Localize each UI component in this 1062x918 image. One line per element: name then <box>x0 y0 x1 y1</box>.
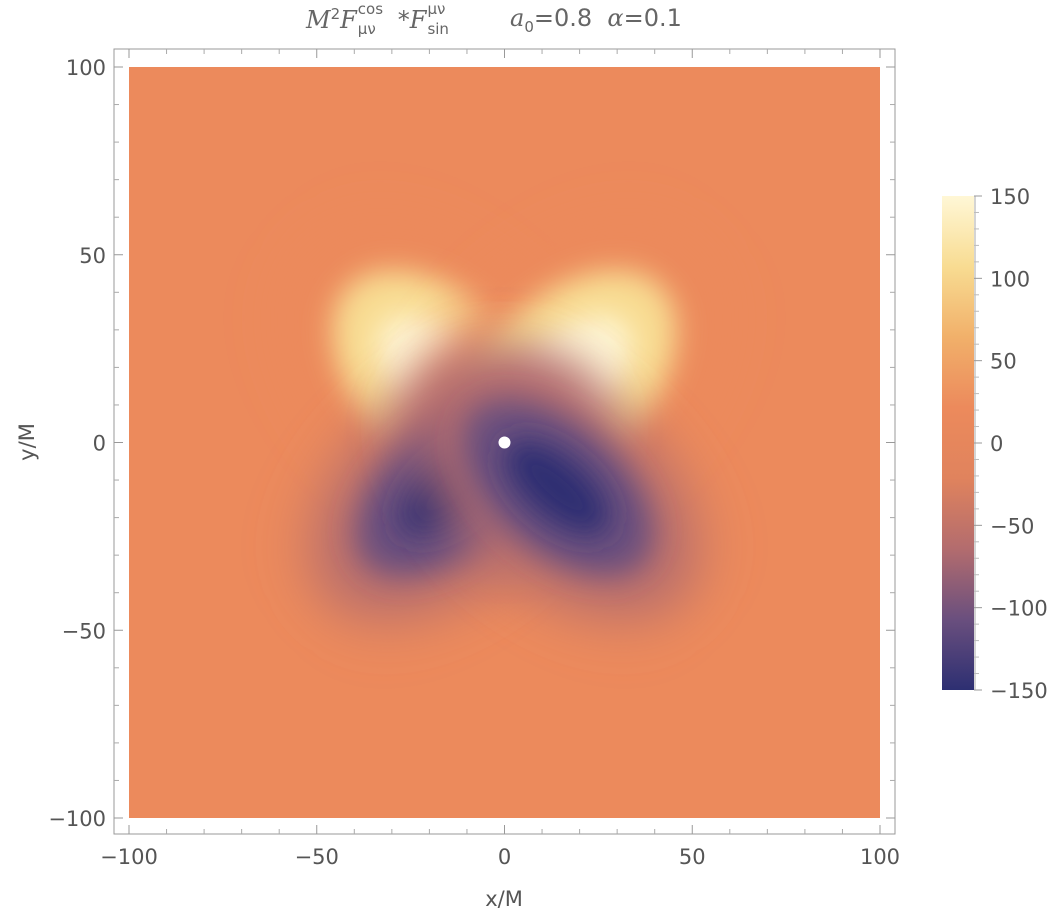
chart-title: M2F cos μν *F μν sin a0=0.8 α=0.1 <box>0 0 1000 44</box>
x-tick-label: 0 <box>498 845 511 869</box>
center-marker <box>498 436 511 449</box>
colorbar-tick-label: −150 <box>990 679 1048 703</box>
colorbar: 150 100 50 0 −50 −100 −150 <box>942 185 1048 703</box>
colorbar-tick-label: 0 <box>990 432 1003 456</box>
colorbar-tick-label: −100 <box>990 597 1048 621</box>
x-tick-label: 50 <box>679 845 706 869</box>
x-axis-label: x/M <box>485 887 523 911</box>
title-parameters: a0=0.8 α=0.1 <box>510 4 682 36</box>
x-tick-label: −100 <box>100 845 158 869</box>
y-tick-label: 0 <box>93 432 106 456</box>
colorbar-tick-label: 100 <box>990 267 1030 291</box>
heatmap-field <box>129 67 880 818</box>
colorbar-tick-label: 150 <box>990 185 1030 209</box>
y-tick-label: 50 <box>79 244 106 268</box>
title-expression: M2F cos μν *F μν sin <box>306 0 449 38</box>
y-tick-label: −50 <box>62 619 106 643</box>
x-axis: −100 −50 0 50 100 <box>100 49 900 869</box>
colorbar-tick-label: 50 <box>990 350 1017 374</box>
colorbar-tick-label: −50 <box>990 514 1034 538</box>
y-tick-label: −100 <box>48 807 106 831</box>
x-tick-label: 100 <box>860 845 900 869</box>
colorbar-gradient <box>942 196 974 690</box>
y-tick-label: 100 <box>66 56 106 80</box>
y-axis-label: y/M <box>15 423 39 461</box>
y-axis: 100 50 0 −50 −100 <box>48 56 895 831</box>
x-tick-label: −50 <box>295 845 339 869</box>
